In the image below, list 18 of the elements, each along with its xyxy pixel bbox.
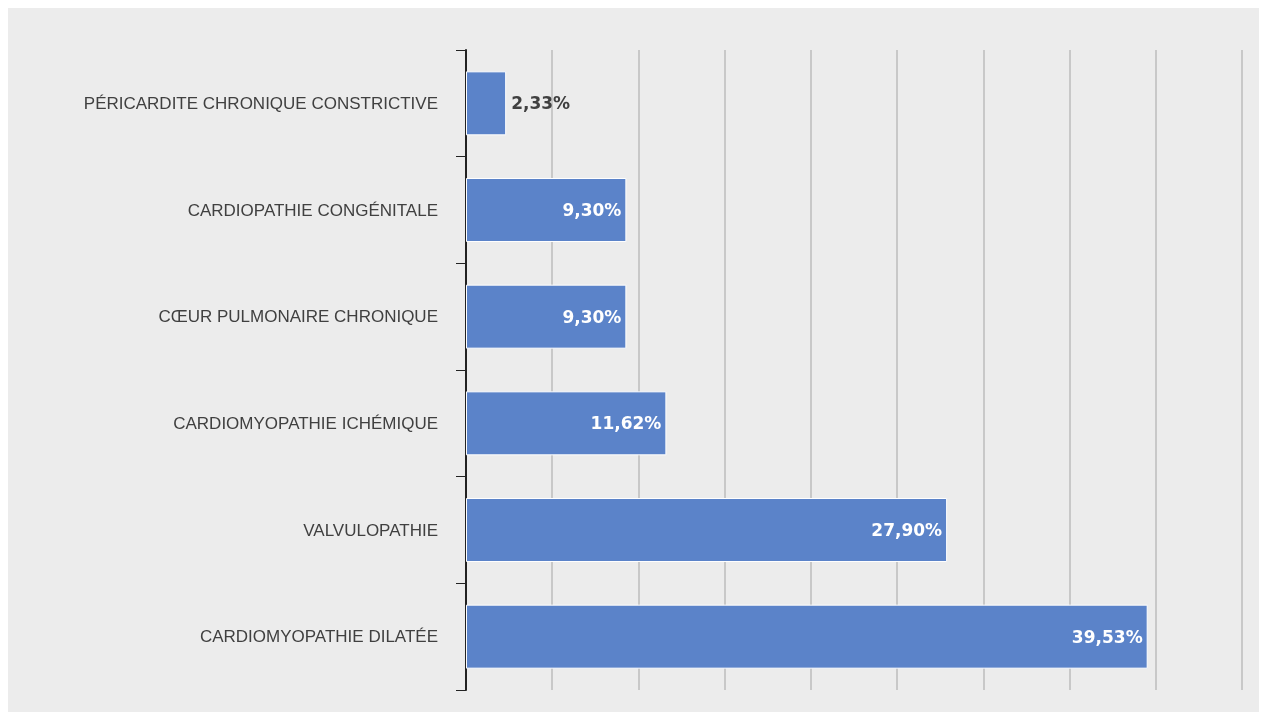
y-tick-label: CARDIOPATHIE CONGÉNITALE xyxy=(187,200,438,220)
y-tick-label: CARDIOMYOPATHIE ICHÉMIQUE xyxy=(173,413,438,433)
data-label: 9,30% xyxy=(562,200,622,220)
bar xyxy=(466,391,667,456)
data-label: 9,30% xyxy=(562,306,622,327)
bar xyxy=(466,71,507,136)
data-label: 2,33% xyxy=(511,93,571,114)
y-tick-label: PÉRICARDITE CHRONIQUE CONSTRICTIVE xyxy=(83,93,438,113)
y-tick-label: CŒUR PULMONAIRE CHRONIQUE xyxy=(158,307,438,327)
data-label: 11,62% xyxy=(590,413,662,434)
data-label: 27,90% xyxy=(871,520,943,540)
data-label: 39,53% xyxy=(1071,626,1143,647)
bar xyxy=(466,604,1148,669)
bar xyxy=(466,498,948,562)
y-tick-label: CARDIOMYOPATHIE DILATÉE xyxy=(199,627,438,647)
bar xyxy=(466,284,627,349)
y-tick-label: VALVULOPATHIE xyxy=(303,520,438,540)
bar xyxy=(466,178,627,242)
